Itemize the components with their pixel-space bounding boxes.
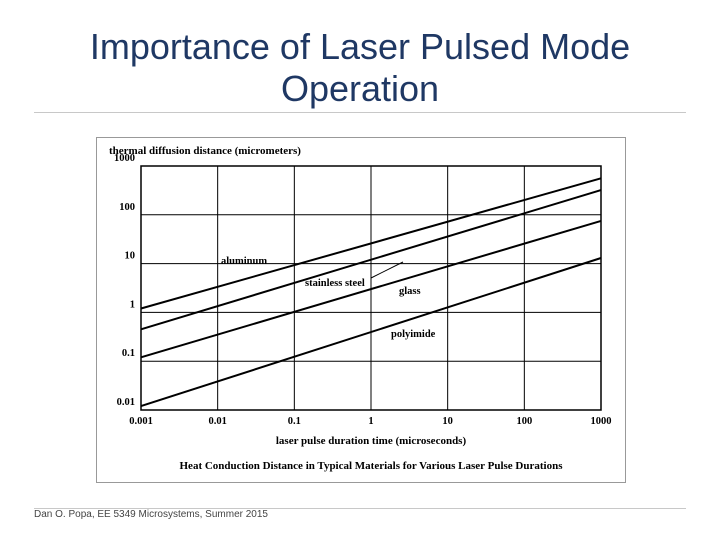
series-line-aluminum xyxy=(140,177,602,310)
slide-title: Importance of Laser Pulsed Mode Operatio… xyxy=(0,26,720,110)
figure-frame: thermal diffusion distance (micrometers)… xyxy=(96,137,626,483)
x-tick-label: 100 xyxy=(516,416,532,427)
x-axis-label: laser pulse duration time (microseconds) xyxy=(276,435,467,447)
x-tick-label: 0.001 xyxy=(129,416,153,427)
series-label-glass: glass xyxy=(399,286,421,297)
stainless-steel-leader-line xyxy=(370,261,404,279)
x-tick-label: 10 xyxy=(442,416,453,427)
series-label-polyimide: polyimide xyxy=(391,329,436,340)
series-line-stainless-steel xyxy=(140,189,602,331)
plot-area-border xyxy=(140,165,602,411)
series-label-aluminum: aluminum xyxy=(221,256,267,267)
slide-title-line-1: Importance of Laser Pulsed Mode xyxy=(89,26,631,67)
title-divider xyxy=(34,112,686,113)
chart-title: Heat Conduction Distance in Typical Mate… xyxy=(180,460,564,472)
series-label-stainless-steel: stainless steel xyxy=(305,278,365,289)
x-tick-label: 0.1 xyxy=(288,416,301,427)
x-tick-label: 0.01 xyxy=(208,416,226,427)
y-tick-label: 0.1 xyxy=(122,348,135,359)
y-tick-label: 1000 xyxy=(114,153,135,164)
x-tick-label: 1 xyxy=(368,416,373,427)
y-tick-label: 1 xyxy=(130,299,135,310)
x-tick-label: 1000 xyxy=(591,416,612,427)
y-tick-label: 100 xyxy=(119,202,135,213)
chart: thermal diffusion distance (micrometers)… xyxy=(109,145,612,472)
series-line-polyimide xyxy=(140,257,602,408)
slide-title-line-2: Operation xyxy=(280,68,440,109)
series-line-glass xyxy=(140,219,602,359)
y-axis-label: thermal diffusion distance (micrometers) xyxy=(109,145,301,157)
slide-footer: Dan O. Popa, EE 5349 Microsystems, Summe… xyxy=(34,509,268,520)
y-tick-label: 0.01 xyxy=(117,397,135,408)
footer-divider xyxy=(34,508,686,509)
y-tick-label: 10 xyxy=(125,251,136,262)
